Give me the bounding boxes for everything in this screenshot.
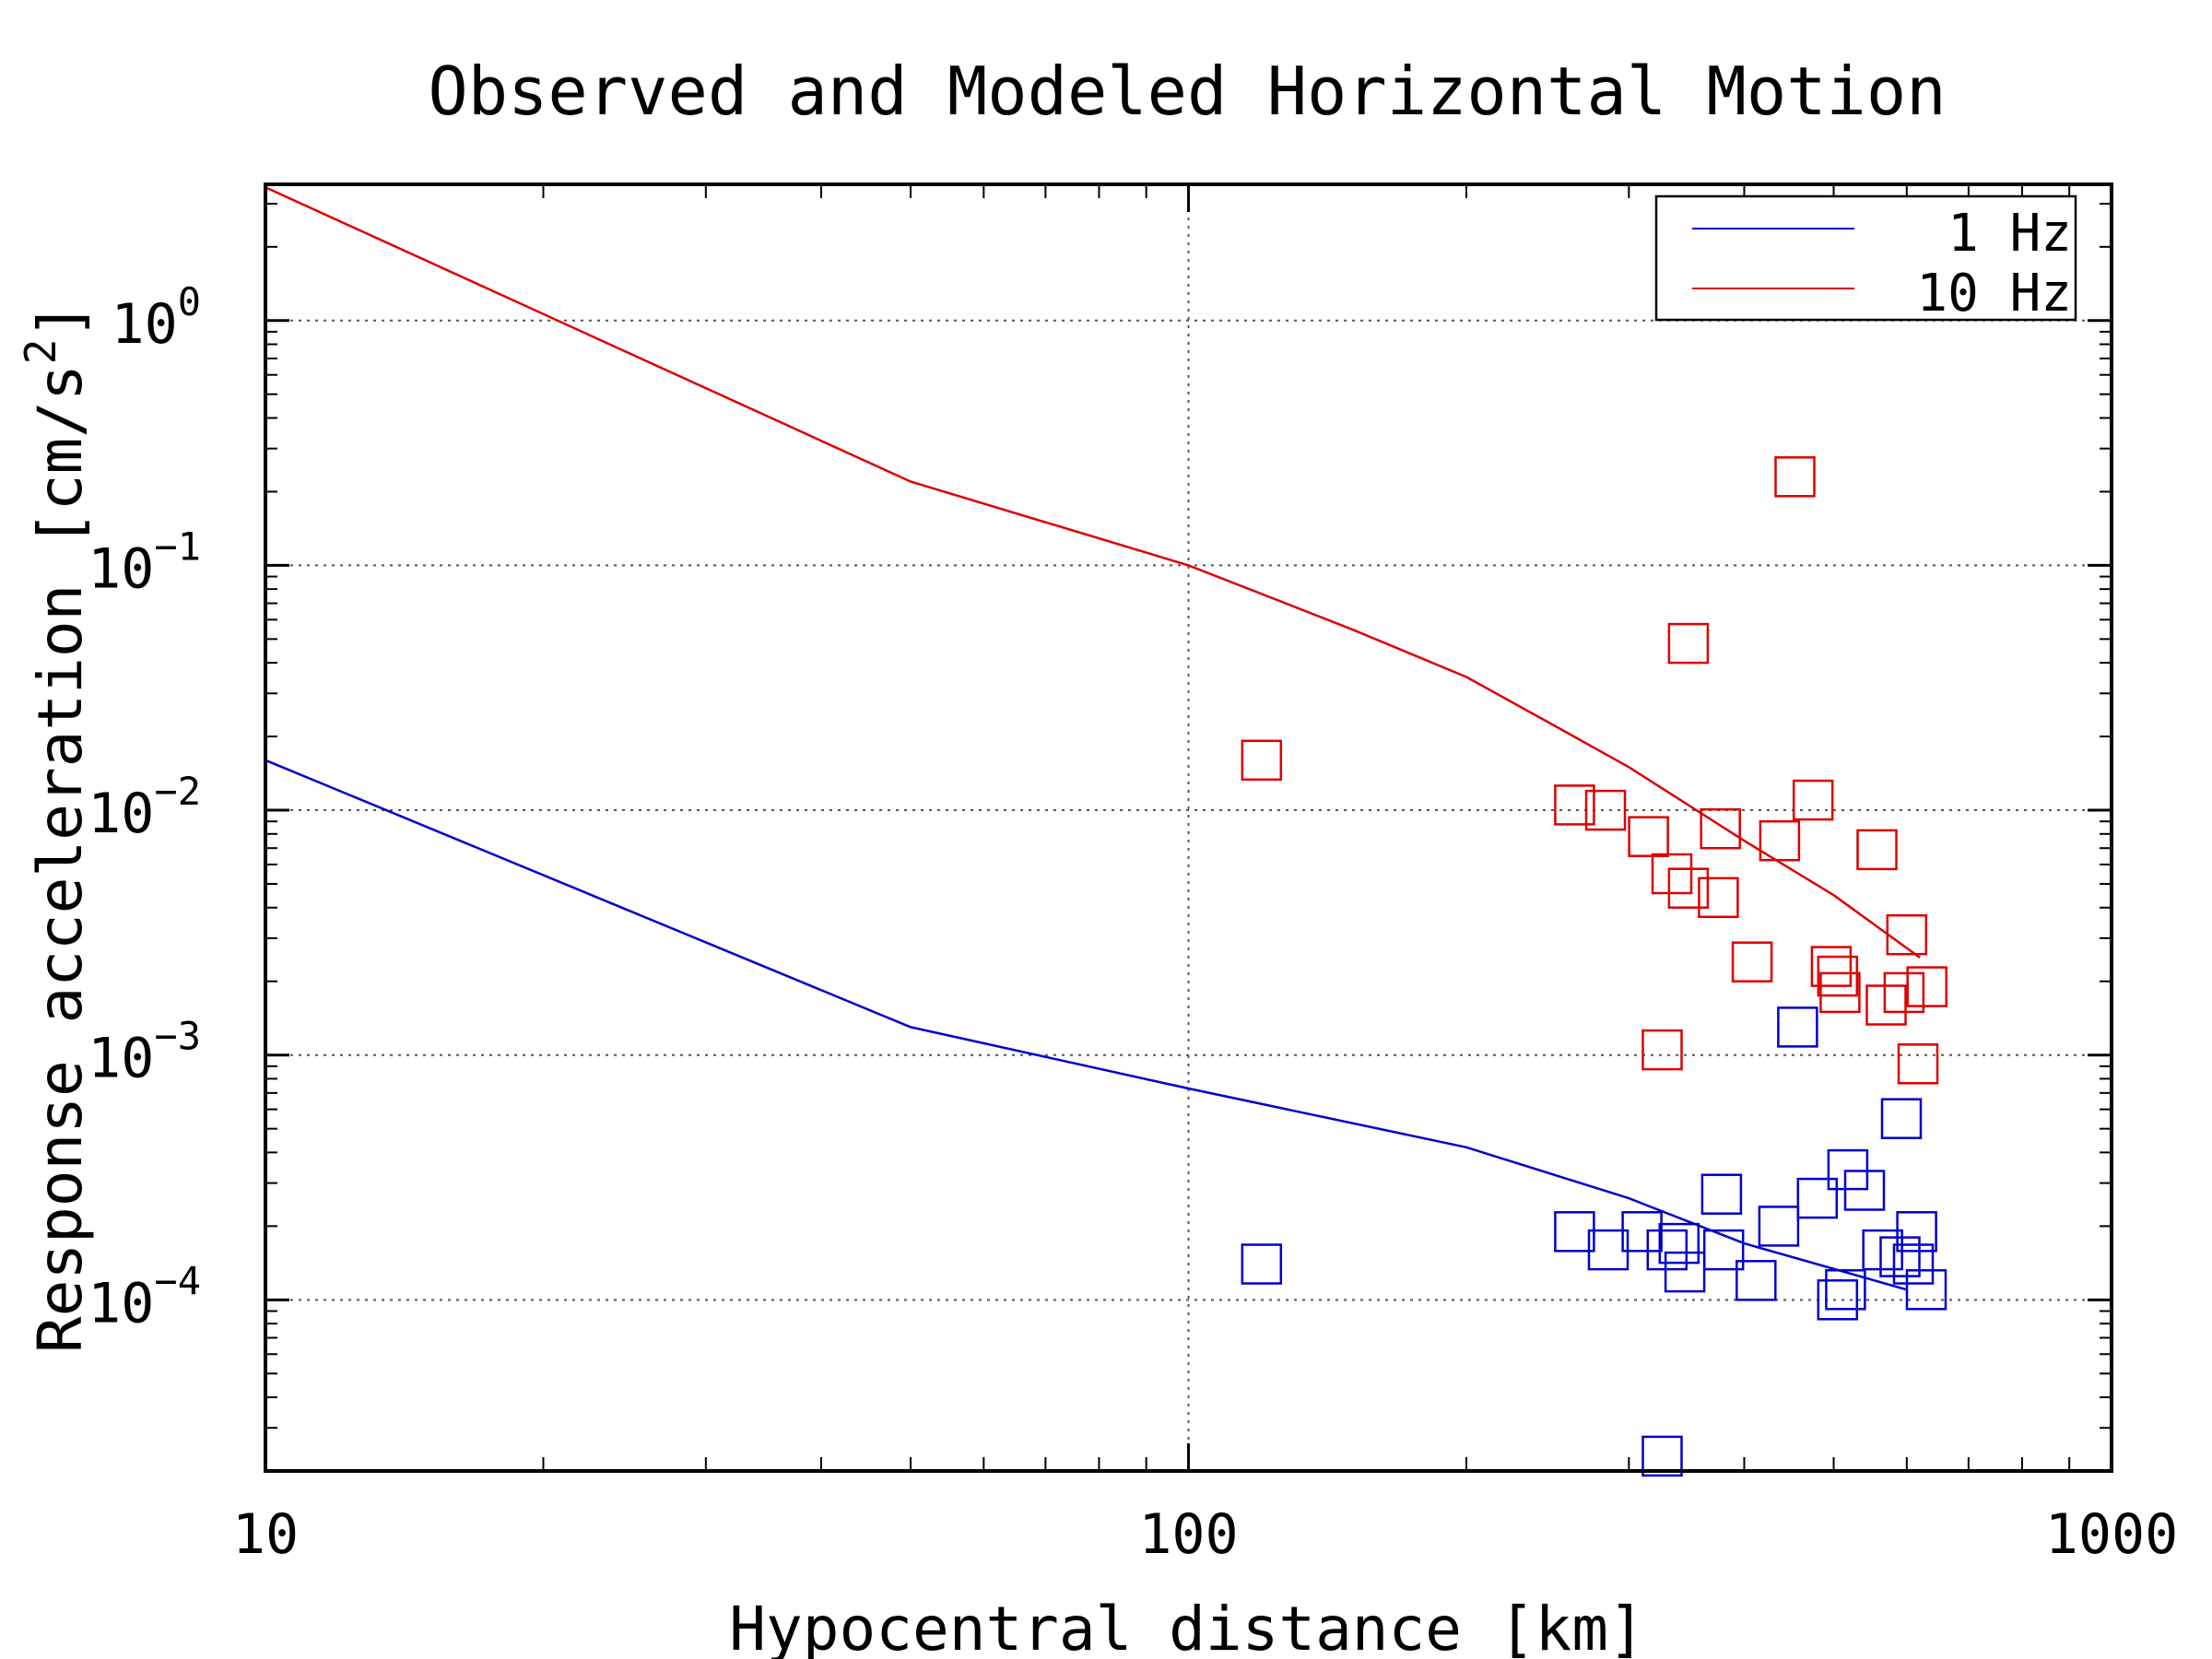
data-point-10hz	[1792, 779, 1834, 821]
data-point-10hz	[1700, 807, 1741, 850]
data-point-1hz	[1702, 1229, 1745, 1271]
data-point-1hz	[1796, 1177, 1839, 1219]
data-point-10hz	[1897, 1043, 1939, 1085]
data-point-1hz	[1892, 1243, 1935, 1285]
data-point-10hz	[1554, 784, 1595, 826]
y-tick-label: 10−3	[88, 1014, 201, 1091]
data-point-1hz	[1758, 1206, 1800, 1247]
data-point-10hz	[1906, 966, 1947, 1007]
data-point-1hz	[1700, 1173, 1743, 1215]
legend-box	[1654, 194, 2077, 322]
y-tick-base: 10	[88, 536, 154, 601]
data-point-10hz	[1886, 913, 1928, 956]
data-point-10hz	[1759, 819, 1801, 862]
data-point-1hz	[1658, 1222, 1700, 1265]
data-point-1hz	[1241, 1243, 1283, 1285]
data-point-10hz	[1584, 789, 1627, 831]
data-point-10hz	[1883, 971, 1925, 1014]
y-axis-label: Response acceleration [cm/s2]	[16, 302, 96, 1353]
x-tick-label: 100	[1138, 1502, 1238, 1567]
data-point-1hz	[1777, 1006, 1818, 1048]
data-point-1hz	[1641, 1435, 1683, 1477]
data-point-1hz	[1825, 1269, 1866, 1311]
data-point-1hz	[1879, 1236, 1921, 1277]
data-point-1hz	[1827, 1148, 1869, 1191]
series-line-1hz	[265, 759, 1908, 1291]
data-point-10hz	[1641, 1029, 1683, 1071]
data-point-10hz	[1856, 829, 1898, 871]
data-point-1hz	[1880, 1098, 1923, 1139]
y-tick-exponent: −2	[154, 769, 201, 814]
x-tick-label: 10	[232, 1502, 299, 1567]
y-tick-base: 10	[88, 1271, 154, 1335]
data-point-10hz	[1817, 955, 1859, 997]
y-tick-label: 10−1	[88, 524, 201, 601]
data-point-10hz	[1819, 971, 1861, 1014]
y-tick-label: 10−4	[88, 1258, 201, 1335]
data-point-10hz	[1667, 867, 1710, 909]
data-point-10hz	[1810, 946, 1853, 987]
data-point-10hz	[1865, 984, 1907, 1026]
series-points	[1241, 456, 1947, 1477]
data-point-1hz	[1843, 1170, 1886, 1211]
legend-label-1hz: 1 Hz	[1947, 204, 2072, 264]
y-tick-base: 10	[88, 1027, 154, 1091]
series-lines	[265, 186, 1921, 1291]
data-point-10hz	[1651, 853, 1693, 895]
data-point-10hz	[1667, 622, 1710, 665]
data-point-1hz	[1664, 1251, 1706, 1293]
data-point-1hz	[1905, 1269, 1947, 1311]
y-axis-label-close: ]	[25, 302, 96, 339]
legend: 1 Hz 10 Hz	[1654, 194, 2077, 324]
y-tick-exponent: −4	[154, 1258, 201, 1303]
data-point-1hz	[1735, 1260, 1777, 1301]
x-tick-label: 1000	[2045, 1502, 2179, 1567]
data-point-10hz	[1241, 739, 1283, 782]
data-point-10hz	[1731, 941, 1773, 982]
axis-ticks	[264, 184, 2113, 1471]
series-line-10hz	[265, 186, 1921, 959]
chart-title: Observed and Modeled Horizontal Motion	[428, 53, 1946, 130]
y-tick-base: 10	[88, 782, 154, 846]
y-tick-exponent: −1	[154, 524, 201, 569]
legend-label-10hz: 10 Hz	[1916, 264, 2072, 324]
data-point-1hz	[1646, 1229, 1688, 1271]
data-point-1hz	[1896, 1211, 1937, 1253]
y-tick-exponent: −3	[154, 1014, 201, 1059]
y-tick-label: 100	[111, 279, 201, 357]
x-axis-label: Hypocentral distance [km]	[729, 1594, 1644, 1659]
x-tick-labels: 10 100 1000	[232, 1502, 2178, 1567]
y-tick-exponent: 0	[178, 279, 201, 324]
y-axis-label-exponent: 2	[16, 339, 65, 365]
data-point-10hz	[1774, 456, 1816, 498]
data-point-10hz	[1628, 816, 1669, 857]
y-tick-label: 10−2	[88, 769, 201, 846]
y-axis-label-text: Response acceleration [cm/s	[25, 364, 96, 1353]
data-point-10hz	[1698, 877, 1739, 919]
data-point-1hz	[1817, 1279, 1859, 1321]
plot-frame	[264, 182, 2113, 1473]
y-tick-base: 10	[111, 292, 177, 357]
